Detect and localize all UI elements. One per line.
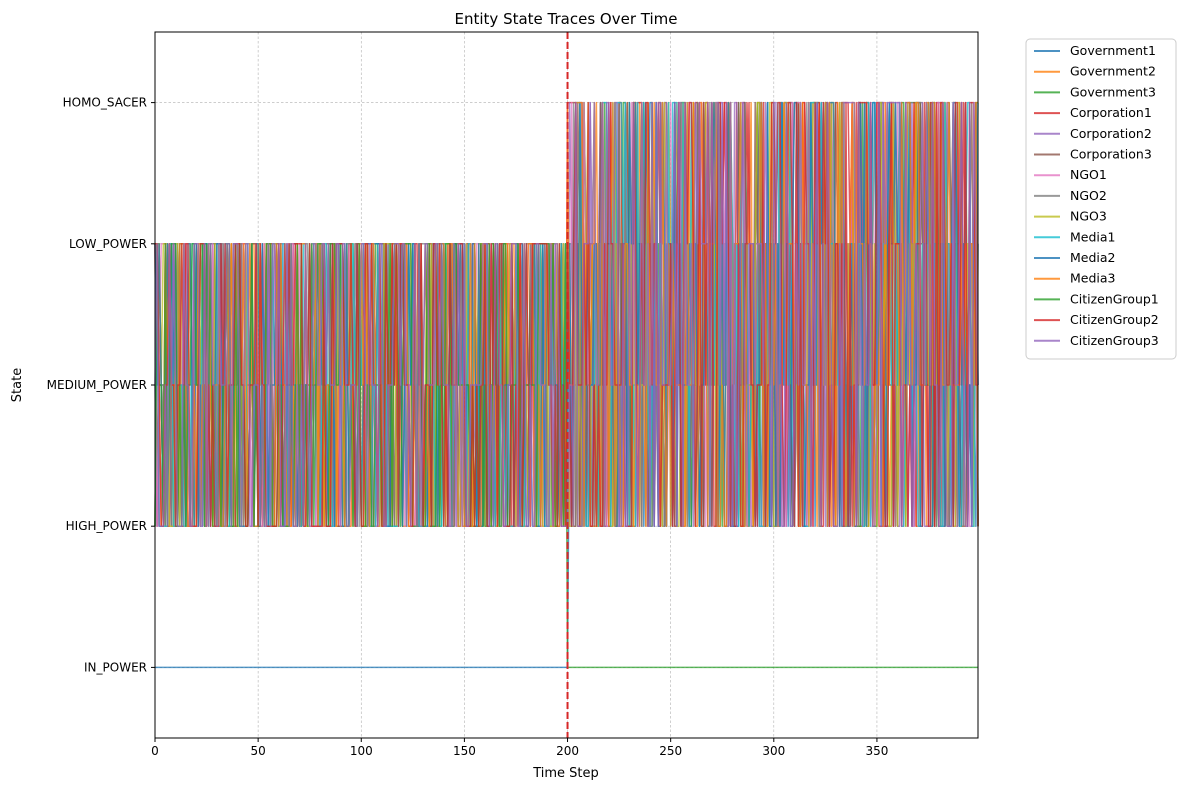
x-axis: 0 50 100 150 200 250 300 350 [151,738,888,758]
legend-label: NGO2 [1070,188,1107,203]
y-tick-label: LOW_POWER [69,237,147,251]
x-tick-label: 200 [556,744,579,758]
y-tick-label: MEDIUM_POWER [47,378,147,392]
legend-label: Government1 [1070,43,1156,58]
legend-label: Media1 [1070,229,1116,244]
legend-label: Corporation2 [1070,126,1152,141]
legend-label: NGO1 [1070,167,1107,182]
legend-items: Government1 Government2 Government3 Corpora… [1034,43,1159,348]
legend-label: CitizenGroup1 [1070,291,1159,306]
x-tick-label: 350 [865,744,888,758]
legend-frame [1025,38,1177,360]
y-tick-label: HIGH_POWER [66,519,147,533]
legend-label: Government3 [1070,84,1156,99]
x-tick-label: 0 [151,744,159,758]
legend-label: Corporation3 [1070,147,1152,162]
x-tick-label: 150 [453,744,476,758]
series-line-citizengroup3 [154,101,979,527]
series-layer [154,101,979,669]
legend-label: Media2 [1070,250,1116,265]
x-tick-label: 250 [659,744,682,758]
legend-label: CitizenGroup2 [1070,312,1159,327]
y-tick-label: IN_POWER [84,660,147,674]
x-tick-label: 300 [762,744,785,758]
legend-label: Corporation1 [1070,105,1152,120]
x-tick-label: 100 [350,744,373,758]
legend-label: Media3 [1070,271,1116,286]
legend-label: CitizenGroup3 [1070,333,1159,348]
x-axis-label: Time Step [532,766,599,781]
y-axis: IN_POWER HIGH_POWER MEDIUM_POWER LOW_POWER H… [47,96,155,674]
legend-label: NGO3 [1070,209,1107,224]
chart-title: Entity State Traces Over Time [455,10,678,28]
legend: Government1 Government2 Government3 Corpora… [1025,38,1177,360]
x-tick-label: 50 [250,744,265,758]
y-axis-label: State [10,368,25,402]
y-tick-label: HOMO_SACER [63,96,147,110]
legend-label: Government2 [1070,64,1156,79]
